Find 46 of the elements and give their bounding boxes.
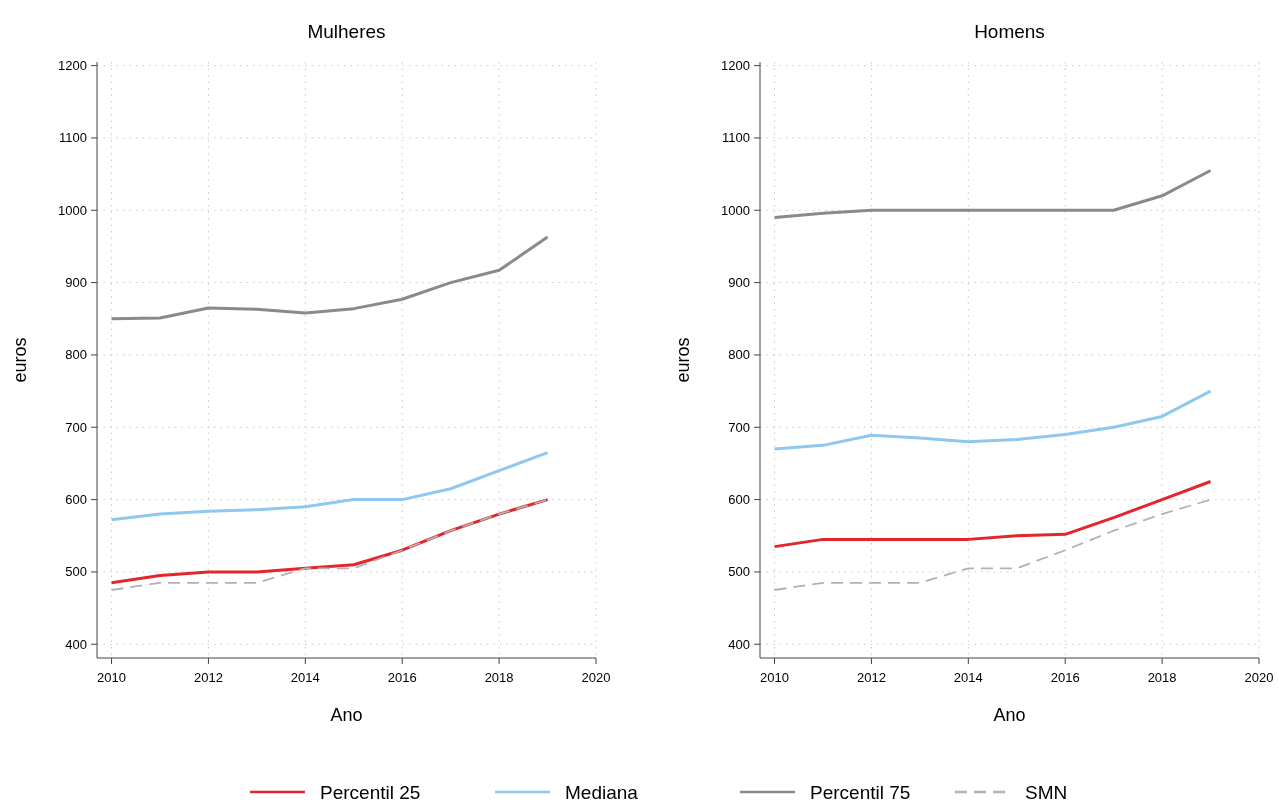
y-tick-label: 600 bbox=[65, 492, 87, 508]
x-tick-label: 2016 bbox=[387, 670, 417, 685]
x-axis-title: Ano bbox=[330, 705, 363, 725]
legend-label: Percentil 25 bbox=[320, 781, 421, 803]
legend-label: SMN bbox=[1025, 781, 1068, 803]
x-axis-title: Ano bbox=[993, 705, 1026, 725]
y-tick-label: 900 bbox=[728, 275, 750, 291]
y-tick-label: 1200 bbox=[721, 58, 750, 74]
line-series bbox=[773, 480, 1213, 549]
y-tick-label: 1000 bbox=[721, 202, 750, 218]
y-tick-label: 700 bbox=[65, 419, 87, 435]
y-tick-label: 900 bbox=[65, 275, 87, 291]
x-tick-label: 2014 bbox=[290, 670, 320, 685]
y-tick-label: 1000 bbox=[58, 202, 87, 218]
line-series bbox=[773, 389, 1213, 451]
chart-title: Homens bbox=[974, 21, 1045, 42]
line-series bbox=[110, 451, 550, 522]
y-tick-label: 800 bbox=[728, 347, 750, 363]
line-series bbox=[773, 498, 1212, 591]
x-tick-label: 2018 bbox=[1147, 670, 1177, 685]
x-tick-label: 2012 bbox=[193, 670, 223, 685]
y-tick-label: 1100 bbox=[59, 130, 87, 146]
legend-label: Mediana bbox=[565, 781, 639, 803]
x-tick-label: 2020 bbox=[581, 670, 611, 685]
x-tick-label: 2010 bbox=[97, 670, 126, 685]
y-tick-label: 700 bbox=[728, 419, 750, 435]
x-tick-label: 2010 bbox=[760, 670, 789, 685]
x-tick-label: 2012 bbox=[856, 670, 886, 685]
line-series bbox=[110, 235, 550, 321]
y-tick-label: 1100 bbox=[722, 130, 750, 146]
line-series bbox=[773, 169, 1213, 220]
y-tick-label: 400 bbox=[65, 636, 87, 652]
x-tick-label: 2014 bbox=[953, 670, 983, 685]
chart-title: Mulheres bbox=[307, 21, 386, 42]
y-tick-label: 500 bbox=[728, 564, 750, 580]
y-axis-title: euros bbox=[10, 337, 30, 383]
y-tick-label: 400 bbox=[728, 636, 750, 652]
y-tick-label: 800 bbox=[65, 347, 87, 363]
x-tick-label: 2016 bbox=[1050, 670, 1080, 685]
x-tick-label: 2018 bbox=[484, 670, 514, 685]
y-tick-label: 500 bbox=[65, 564, 87, 580]
y-tick-label: 1200 bbox=[58, 58, 87, 74]
legend-label: Percentil 75 bbox=[810, 781, 911, 803]
y-tick-label: 600 bbox=[728, 492, 750, 508]
y-axis-title: euros bbox=[673, 337, 693, 383]
x-tick-label: 2020 bbox=[1244, 670, 1274, 685]
